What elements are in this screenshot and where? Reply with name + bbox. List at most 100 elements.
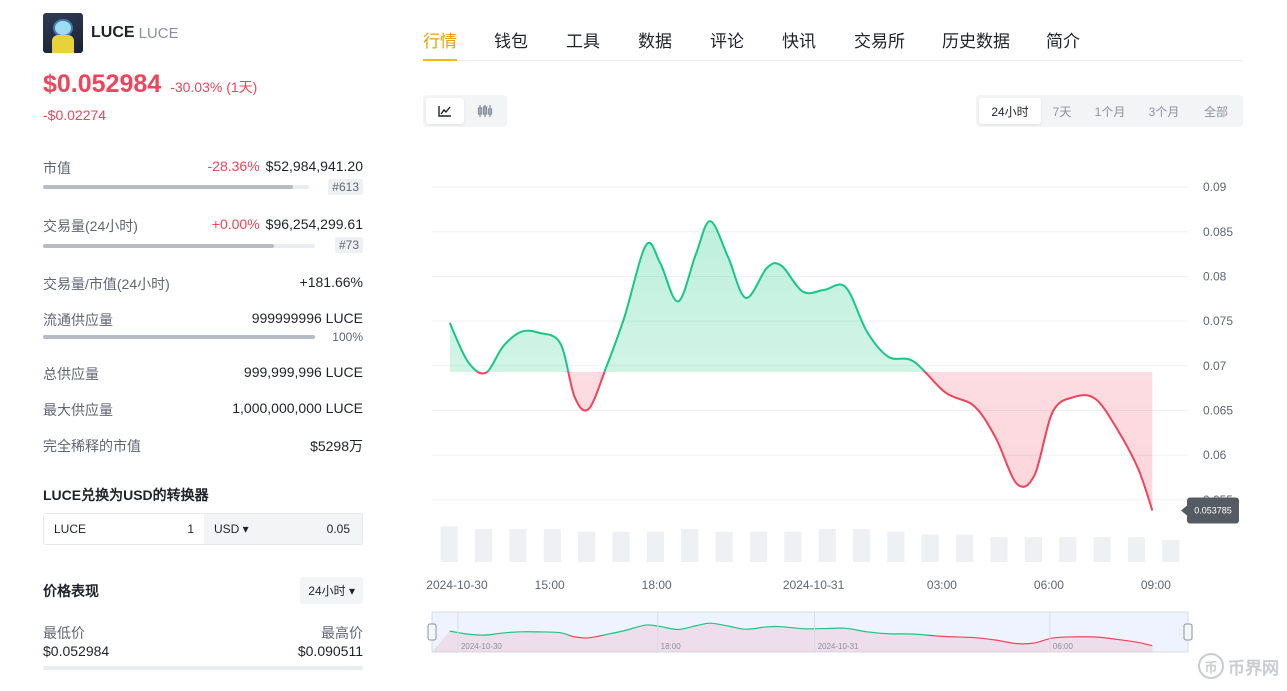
converter-title: LUCE兑换为USD的转换器 bbox=[43, 487, 209, 503]
current-price-badge: 0.053785 bbox=[1181, 497, 1239, 524]
navigator-line-down bbox=[469, 634, 1153, 647]
x-tick-label: 15:00 bbox=[535, 578, 565, 592]
navigator-area bbox=[432, 623, 1153, 652]
coin-header: LUCE LUCE bbox=[43, 12, 363, 54]
volume-bar bbox=[646, 531, 664, 562]
navigator-handle-right[interactable] bbox=[1183, 623, 1193, 641]
volume-bar bbox=[543, 529, 561, 562]
x-tick-label: 09:00 bbox=[1141, 578, 1171, 592]
coin-name: LUCE bbox=[91, 24, 135, 41]
time-range-selector: 24小时 7天 1个月 3个月 全部 bbox=[976, 95, 1243, 127]
candlestick-icon[interactable] bbox=[466, 98, 504, 124]
volume-bar bbox=[715, 531, 733, 562]
x-tick-label: 2024-10-31 bbox=[783, 578, 845, 592]
stat-label: 最大供应量 bbox=[43, 402, 113, 418]
navigator-tick-label: 2024-10-31 bbox=[818, 642, 859, 651]
converter-to-value: 0.05 bbox=[326, 522, 350, 536]
converter-from-input[interactable]: 1 bbox=[187, 522, 194, 536]
x-tick-label: 03:00 bbox=[927, 578, 957, 592]
tab-wallet[interactable]: 钱包 bbox=[494, 32, 528, 51]
range-1m[interactable]: 1个月 bbox=[1094, 104, 1126, 119]
range-24h[interactable]: 24小时 bbox=[979, 98, 1041, 124]
performance-title: 价格表现 bbox=[43, 583, 99, 599]
price-line-down bbox=[476, 372, 1154, 511]
line-chart-icon[interactable] bbox=[426, 98, 464, 124]
stat-label: 交易量(24小时) bbox=[43, 218, 138, 234]
volume-bar bbox=[818, 529, 836, 562]
coin-logo bbox=[43, 13, 83, 53]
stat-label: 交易量/市值(24小时) bbox=[43, 276, 170, 292]
price-area-up bbox=[449, 221, 926, 373]
volume-bar bbox=[578, 531, 596, 562]
volume-bar bbox=[921, 534, 939, 562]
stat-label: 流通供应量 bbox=[43, 312, 113, 328]
converter-currency-select[interactable]: USD ▾ bbox=[214, 522, 249, 536]
stat-label: 完全稀释的市值 bbox=[43, 438, 141, 454]
y-tick-label: 0.085 bbox=[1203, 225, 1233, 239]
tab-comments[interactable]: 评论 bbox=[710, 32, 744, 51]
converter-from-symbol: LUCE bbox=[54, 522, 87, 536]
stat-vol-mcap: 交易量/市值(24小时) +181.66% bbox=[43, 274, 363, 294]
volume-bar bbox=[612, 531, 630, 562]
stat-market-cap: 市值 -28.36% $52,984,941.20 bbox=[43, 158, 363, 178]
converter-from[interactable]: LUCE 1 bbox=[44, 514, 204, 544]
tab-exchanges[interactable]: 交易所 bbox=[854, 32, 905, 51]
high-label: 最高价 bbox=[321, 625, 363, 641]
tab-news[interactable]: 快讯 bbox=[782, 32, 816, 51]
low-label: 最低价 bbox=[43, 625, 85, 641]
stat-volume: 交易量(24小时) +0.00% $96,254,299.61 bbox=[43, 216, 363, 236]
tab-tools[interactable]: 工具 bbox=[566, 32, 600, 51]
current-price: $0.052984 bbox=[43, 70, 162, 98]
stat-value: 999999996 LUCE bbox=[251, 310, 363, 326]
low-value: $0.052984 bbox=[43, 643, 110, 659]
range-3m[interactable]: 3个月 bbox=[1148, 104, 1180, 119]
range-7d[interactable]: 7天 bbox=[1052, 104, 1072, 119]
low-high-bar bbox=[43, 666, 363, 670]
site-watermark: 币 币界网 bbox=[1198, 653, 1279, 679]
volume-bar bbox=[1093, 537, 1111, 562]
navigator-tick-label: 18:00 bbox=[661, 642, 682, 651]
navigator-handle-left[interactable] bbox=[427, 623, 437, 641]
stat-total-supply: 总供应量 999,999,996 LUCE bbox=[43, 364, 363, 384]
y-tick-label: 0.06 bbox=[1203, 448, 1227, 462]
volume-bar bbox=[474, 529, 493, 562]
volume-bar bbox=[43, 244, 315, 248]
price-chart[interactable]: 0.090.0850.080.0750.070.0650.060.0550.05… bbox=[420, 160, 1250, 670]
volume-bar bbox=[1127, 537, 1146, 562]
main-tabs: 行情 钱包 工具 数据 评论 快讯 交易所 历史数据 简介 bbox=[423, 0, 1243, 61]
y-tick-label: 0.065 bbox=[1203, 403, 1233, 417]
market-cap-rank-badge: #613 bbox=[328, 179, 363, 195]
stat-label: 总供应量 bbox=[43, 366, 99, 382]
stat-value: $5298万 bbox=[310, 438, 363, 454]
volume-bar bbox=[1162, 540, 1180, 562]
stat-value: $52,984,941.20 bbox=[265, 158, 363, 174]
high-value: $0.090511 bbox=[297, 643, 363, 659]
stat-label: 市值 bbox=[43, 160, 71, 176]
navigator-line-up bbox=[449, 622, 933, 635]
coin-symbol: LUCE bbox=[138, 24, 179, 42]
x-tick-label: 18:00 bbox=[642, 578, 672, 592]
volume-rank-badge: #73 bbox=[334, 237, 363, 253]
volume-bar bbox=[956, 534, 974, 562]
y-tick-label: 0.09 bbox=[1203, 180, 1227, 194]
navigator-tick-label: 2024-10-30 bbox=[461, 642, 502, 651]
currency-converter: LUCE 1 USD ▾ 0.05 bbox=[43, 513, 363, 545]
tab-intro[interactable]: 简介 bbox=[1046, 32, 1080, 51]
tab-market[interactable]: 行情 bbox=[423, 27, 457, 61]
volume-bar bbox=[852, 529, 871, 562]
performance-range-select[interactable]: 24小时 ▾ bbox=[300, 577, 363, 604]
tab-history[interactable]: 历史数据 bbox=[942, 32, 1010, 51]
tab-data[interactable]: 数据 bbox=[638, 32, 672, 51]
stat-value: 1,000,000,000 LUCE bbox=[232, 400, 363, 416]
chart-type-toggle bbox=[423, 95, 507, 127]
range-all[interactable]: 全部 bbox=[1203, 104, 1228, 119]
watermark-logo-icon: 币 bbox=[1198, 653, 1224, 679]
converter-to[interactable]: USD ▾ 0.05 bbox=[204, 514, 362, 544]
coin-summary-panel: LUCE LUCE $0.052984 -30.03% (1天) -$0.022… bbox=[43, 12, 363, 670]
market-cap-bar bbox=[43, 185, 309, 189]
volume-bar bbox=[784, 531, 802, 562]
circulating-percent: 100% bbox=[332, 330, 363, 344]
volume-bar bbox=[1059, 537, 1077, 562]
price-change-percent: -30.03% (1天) bbox=[170, 79, 258, 95]
volume-bar bbox=[509, 529, 527, 562]
